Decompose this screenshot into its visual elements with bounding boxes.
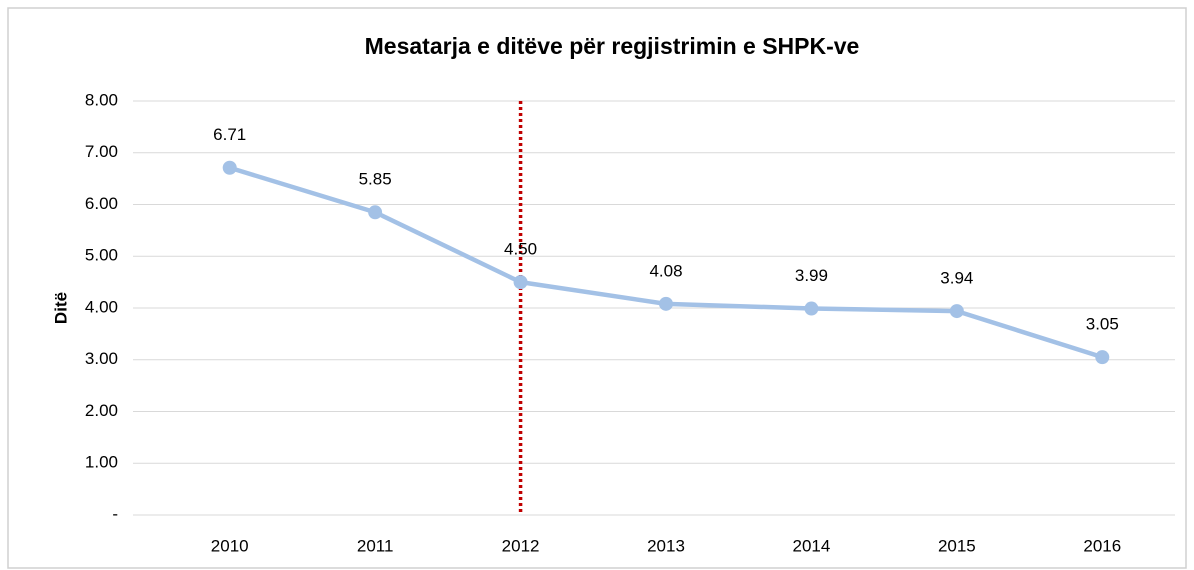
chart-border xyxy=(7,7,1187,569)
data-point xyxy=(1095,350,1110,365)
data-label: 6.71 xyxy=(213,125,246,144)
y-tick-label: 8.00 xyxy=(85,90,118,109)
chart-title: Mesatarja e ditëve për regjistrimin e SH… xyxy=(365,33,860,59)
data-label: 4.08 xyxy=(649,261,682,280)
y-tick-label: 3.00 xyxy=(85,349,118,368)
data-point xyxy=(804,301,819,316)
y-tick-label: 6.00 xyxy=(85,194,118,213)
y-tick-label: 1.00 xyxy=(85,453,118,472)
data-label: 3.05 xyxy=(1086,315,1119,334)
x-tick-label: 2011 xyxy=(357,536,394,555)
y-axis-label: Ditë xyxy=(51,292,70,324)
data-point xyxy=(513,275,528,290)
data-label: 4.50 xyxy=(504,240,537,259)
data-point xyxy=(368,205,383,220)
data-point xyxy=(222,160,237,175)
data-label: 3.99 xyxy=(795,266,828,285)
data-point xyxy=(659,296,673,311)
y-tick-label: 5.00 xyxy=(85,246,118,265)
x-tick-label: 2010 xyxy=(211,536,249,555)
data-label: 5.85 xyxy=(359,170,392,189)
y-tick-label: 7.00 xyxy=(85,142,118,161)
y-tick-label: - xyxy=(112,504,118,523)
data-point xyxy=(949,304,964,319)
x-tick-label: 2012 xyxy=(502,536,540,555)
x-tick-label: 2015 xyxy=(938,536,976,555)
data-label: 3.94 xyxy=(940,269,973,288)
y-tick-label: 4.00 xyxy=(85,297,118,316)
x-tick-label: 2014 xyxy=(793,536,831,555)
x-tick-label: 2016 xyxy=(1083,536,1121,555)
y-tick-label: 2.00 xyxy=(85,401,118,420)
x-tick-label: 2013 xyxy=(647,536,685,555)
